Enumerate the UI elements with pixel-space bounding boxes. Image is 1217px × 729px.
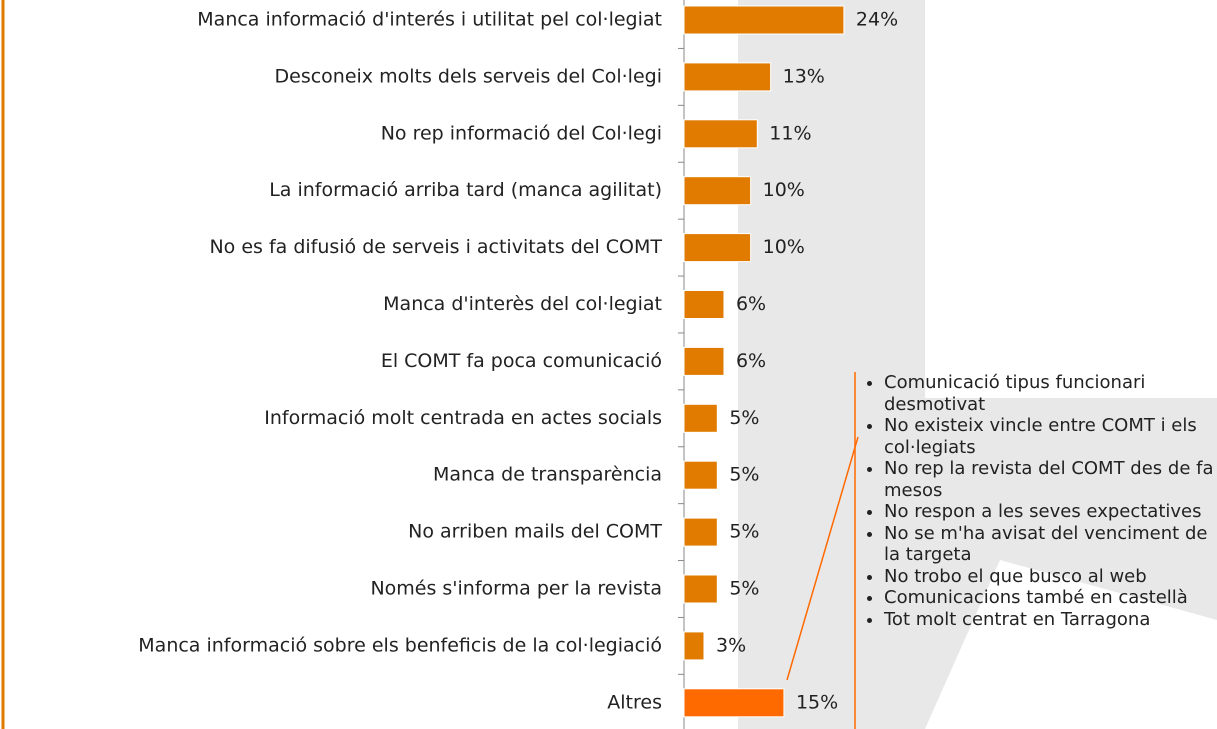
category-label: Només s'informa per la revista	[370, 578, 662, 600]
value-label: 6%	[736, 293, 766, 315]
annotation-item: Comunicació tipus funcionari desmotivat	[884, 372, 1217, 415]
bar	[683, 176, 752, 206]
value-label: 10%	[763, 236, 805, 258]
category-label: Desconeix molts dels serveis del Col·leg…	[275, 65, 663, 87]
category-label: Manca informació sobre els benfeficis de…	[138, 634, 662, 656]
value-label: 11%	[769, 122, 811, 144]
category-label: No rep informació del Col·legi	[381, 122, 662, 144]
bar	[683, 688, 785, 718]
bar	[683, 290, 725, 319]
annotation-item: Comunicacions també en castellà	[884, 587, 1217, 609]
annotation-item: No trobo el que busco al web	[884, 566, 1217, 588]
background-shape	[738, 0, 1217, 729]
annotation-item: No existeix vincle entre COMT i els col·…	[884, 415, 1217, 458]
bar	[683, 403, 718, 433]
category-label: Manca d'interès del col·legiat	[383, 293, 662, 315]
value-label: 5%	[729, 407, 759, 429]
bar	[683, 631, 705, 661]
value-label: 5%	[729, 521, 759, 543]
category-label: Altres	[607, 691, 662, 713]
value-label: 5%	[729, 578, 759, 600]
value-label: 13%	[783, 65, 825, 87]
bar	[683, 460, 718, 490]
bar	[683, 62, 772, 92]
value-label: 15%	[796, 691, 838, 713]
annotation-item: No respon a les seves expectatives	[884, 501, 1217, 523]
annotation-list: Comunicació tipus funcionari desmotivatN…	[866, 372, 1217, 630]
category-label: El COMT fa poca comunicació	[381, 350, 662, 372]
value-label: 3%	[716, 634, 746, 656]
value-label: 24%	[856, 9, 898, 31]
category-label: No es fa difusió de serveis i activitats…	[209, 236, 662, 258]
category-label: Manca de transparència	[433, 464, 662, 486]
category-label: La informació arriba tard (manca agilita…	[269, 179, 662, 201]
bar	[683, 346, 725, 376]
category-label: Informació molt centrada en actes social…	[264, 407, 662, 429]
annotation-item: No rep la revista del COMT des de fa mes…	[884, 458, 1217, 501]
annotation-connector	[786, 436, 859, 681]
annotation-item: No se m'ha avisat del venciment de la ta…	[884, 523, 1217, 566]
value-label: 6%	[736, 350, 766, 372]
bar	[683, 517, 718, 547]
bar	[683, 574, 718, 604]
value-label: 10%	[763, 179, 805, 201]
category-label: Manca informació d'interés i utilitat pe…	[197, 9, 662, 31]
bar	[683, 119, 758, 149]
bar	[683, 5, 845, 35]
category-label: No arriben mails del COMT	[408, 521, 662, 543]
value-label: 5%	[729, 464, 759, 486]
bar	[683, 233, 752, 263]
annotation-item: Tot molt centrat en Tarragona	[884, 609, 1217, 631]
